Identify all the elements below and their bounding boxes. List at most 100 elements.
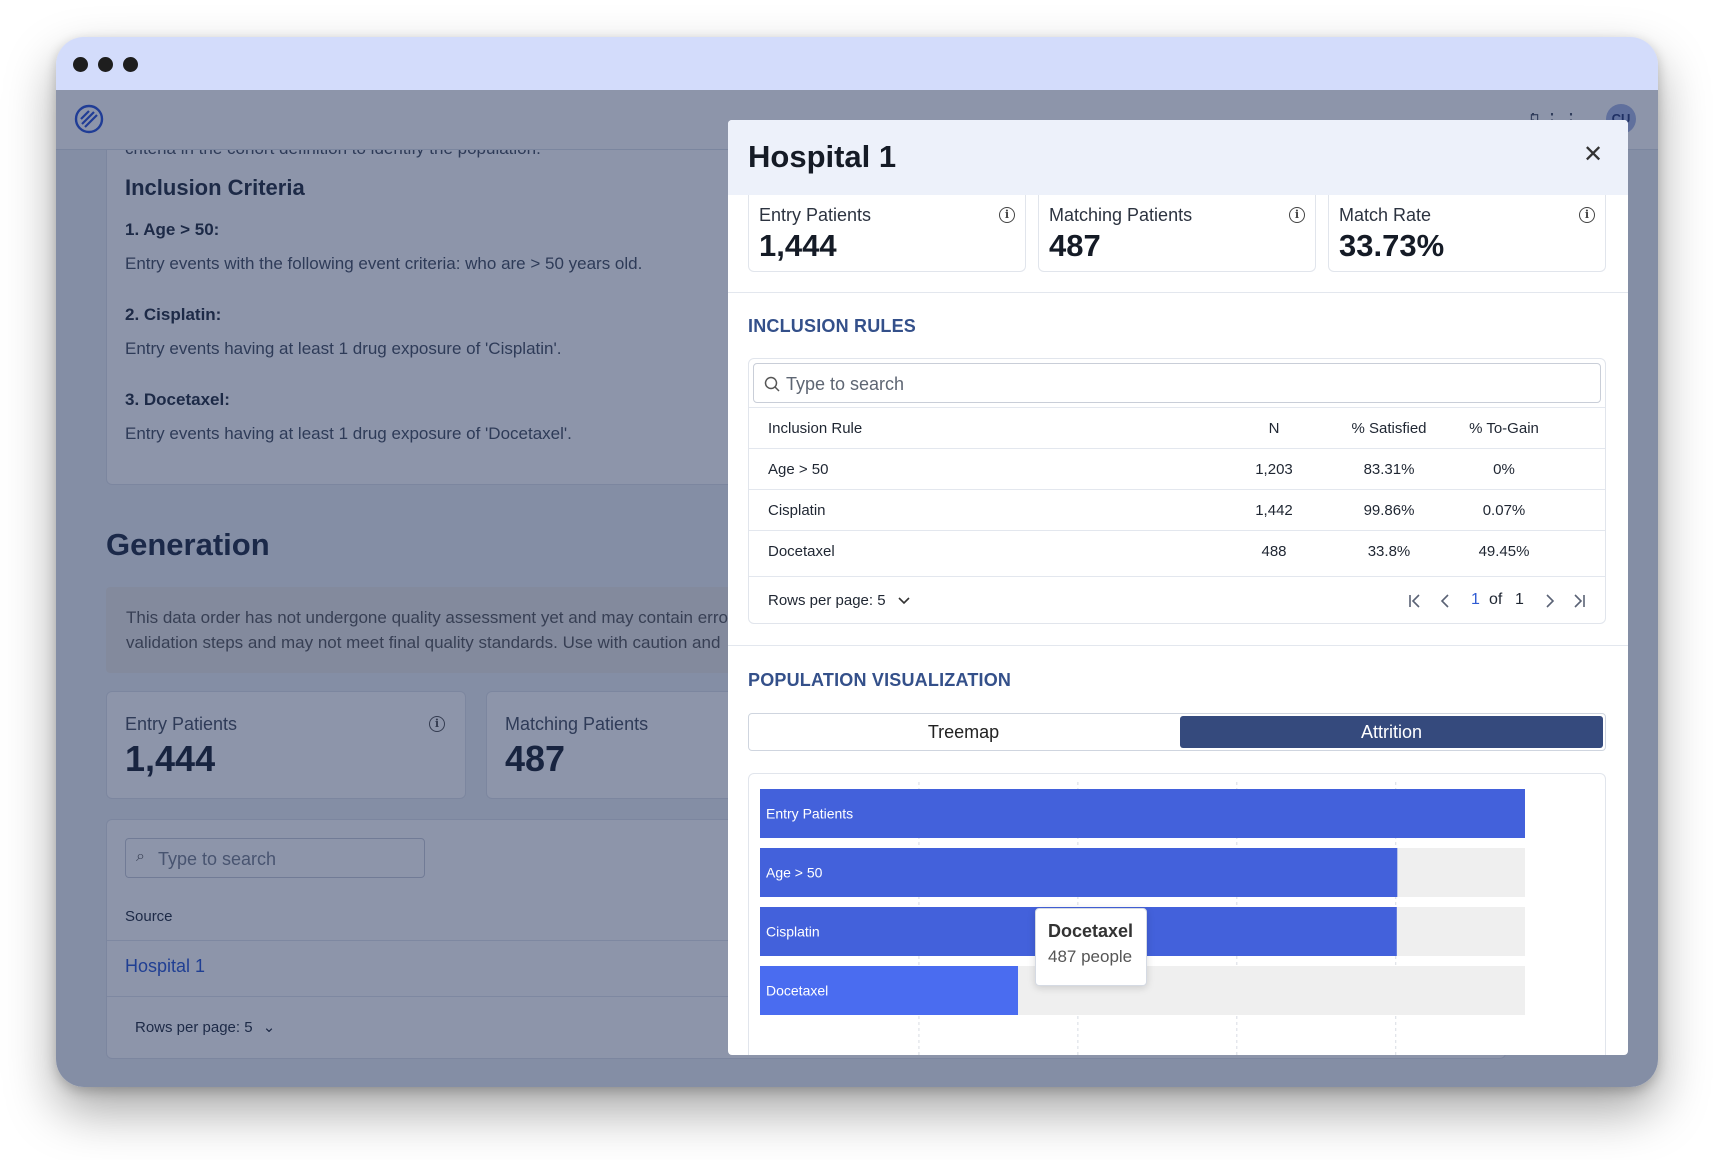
inclusion-criteria-card: criteria in the cohort definition to ide… [106,150,786,485]
quality-warning-banner: This data order has not undergone qualit… [106,587,746,673]
stat-label: Match Rate [1339,205,1432,225]
criteria-rule-title: 1. Age > 50: [125,220,220,239]
cell-to-gain: 49.45% [1478,543,1530,560]
window-zoom-dot[interactable] [123,57,138,72]
bg-stat-card-entry: Entry Patients i 1,444 [106,691,466,799]
close-icon[interactable]: ✕ [1582,141,1604,168]
cell-to-gain: 0% [1493,461,1515,478]
window-minimize-dot[interactable] [98,57,113,72]
cell-n: 1,442 [1255,502,1293,519]
inclusion-rules-title: INCLUSION RULES [748,316,917,336]
attrition-bar[interactable] [760,848,1398,897]
cell-satisfied: 33.8% [1367,543,1411,560]
rows-per-page-label: Rows per page: 5 [135,1019,253,1036]
tab-attrition[interactable]: Attrition [1180,716,1603,748]
app-logo-icon[interactable] [74,104,104,134]
section-divider [728,645,1628,646]
criteria-intro-text: criteria in the cohort definition to ide… [125,150,541,159]
first-page-icon[interactable] [1407,593,1423,609]
total-pages: 1 [1515,591,1524,608]
cell-satisfied: 83.31% [1363,461,1415,478]
tooltip-value: 487 people [1048,947,1133,966]
previous-page-icon[interactable] [1437,593,1453,609]
criteria-rule-desc: Entry events having at least 1 drug expo… [125,424,572,443]
window-close-dot[interactable] [73,57,88,72]
bar-label: Docetaxel [766,983,828,999]
table-pagination: Rows per page: 5 1 of 1 [749,576,1605,623]
search-placeholder: Type to search [786,374,905,394]
stat-label: Entry Patients [125,714,238,734]
criteria-rule-title: 3. Docetaxel: [125,390,230,409]
page-of-label: of [1489,591,1503,608]
criteria-rule-desc: Entry events with the following event cr… [125,254,643,273]
attrition-bar[interactable] [760,966,1019,1015]
window-titlebar [56,37,1658,90]
last-page-icon[interactable] [1571,593,1587,609]
search-icon [764,376,780,392]
stat-card-matching-patients: Matching Patients i 487 [1038,195,1316,272]
population-visualization-title: POPULATION VISUALIZATION [748,670,1012,690]
column-header-satisfied[interactable]: % Satisfied [1351,420,1427,437]
next-page-icon[interactable] [1542,593,1558,609]
rows-per-page-select[interactable]: Rows per page: 5 [768,592,910,609]
criteria-rule-desc: Entry events having at least 1 drug expo… [125,339,562,358]
stat-label: Matching Patients [1049,205,1193,225]
search-icon: ⌕ [136,848,145,865]
chevron-down-icon: ⌄ [262,1019,276,1036]
stat-value: 487 [505,738,566,779]
app-window: ▯ ⋮⋮⋮ CU criteria in the cohort definiti… [56,37,1658,1087]
table-header-row: Inclusion Rule N % Satisfied % To-Gain [749,407,1605,448]
cell-rule: Age > 50 [768,461,829,478]
bar-label: Entry Patients [766,806,853,822]
cell-rule: Docetaxel [768,543,835,560]
stat-value: 33.73% [1339,228,1445,263]
stat-label: Entry Patients [759,205,872,225]
stat-label: Matching Patients [505,714,649,734]
tooltip-title: Docetaxel [1048,921,1134,941]
cell-rule: Cisplatin [768,502,826,519]
visualization-tabs: Treemap Attrition [748,713,1606,751]
hospital-detail-modal: Hospital 1 ✕ Entry Patients i 1,444 Matc… [728,120,1628,1055]
tab-treemap[interactable]: Treemap [751,716,1176,748]
info-icon[interactable]: i [1579,207,1595,223]
stat-card-entry-patients: Entry Patients i 1,444 [748,195,1026,272]
bar-label: Cisplatin [766,924,820,940]
stat-card-match-rate: Match Rate i 33.73% [1328,195,1606,272]
rules-search-input[interactable]: Type to search [753,363,1601,403]
column-header-inclusion-rule[interactable]: Inclusion Rule [768,420,863,437]
chart-tooltip: Docetaxel 487 people [1035,908,1147,986]
section-divider [728,292,1628,293]
rows-per-page-select[interactable]: Rows per page: 5 ⌄ [135,1018,275,1036]
warning-line: validation steps and may not meet final … [126,633,721,652]
cell-satisfied: 99.86% [1363,502,1415,519]
cell-to-gain: 0.07% [1482,502,1526,519]
info-icon[interactable]: i [999,207,1015,223]
info-icon[interactable]: i [1289,207,1305,223]
inclusion-rules-table: Type to search Inclusion Rule N % Satisf… [748,358,1606,624]
bar-label: Age > 50 [766,865,823,881]
search-placeholder: Type to search [158,849,277,869]
table-row[interactable]: Docetaxel 488 33.8% 49.45% [749,530,1605,571]
stat-value: 1,444 [759,228,837,263]
column-header-to-gain[interactable]: % To-Gain [1469,420,1539,437]
table-row[interactable]: Cisplatin 1,442 99.86% 0.07% [749,489,1605,530]
bg-search-input[interactable]: ⌕ Type to search [125,838,425,878]
current-page[interactable]: 1 [1471,591,1480,608]
attrition-bar[interactable] [760,789,1525,838]
warning-line: This data order has not undergone qualit… [126,608,743,627]
column-header-n[interactable]: N [1268,420,1280,437]
modal-title: Hospital 1 [748,139,897,174]
modal-header: Hospital 1 ✕ [728,120,1628,195]
stat-value: 487 [1049,228,1101,263]
table-row[interactable]: Age > 50 1,203 83.31% 0% [749,448,1605,489]
criteria-title: Inclusion Criteria [125,175,305,200]
cell-n: 488 [1261,543,1287,560]
chevron-down-icon [898,597,910,605]
info-icon[interactable]: i [429,716,445,732]
source-link-hospital-1[interactable]: Hospital 1 [125,956,206,976]
rows-per-page-label: Rows per page: 5 [768,592,886,609]
cell-n: 1,203 [1255,461,1293,478]
criteria-rule-title: 2. Cisplatin: [125,305,222,324]
